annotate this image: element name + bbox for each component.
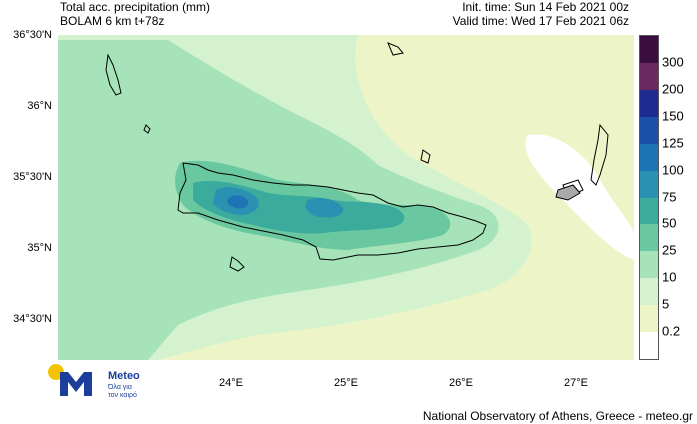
colorbar-swatch (640, 143, 658, 171)
coastlines (105, 42, 609, 272)
colorbar-swatch (640, 278, 658, 306)
colorbar-swatch (640, 224, 658, 252)
colorbar (639, 35, 659, 360)
m-logo-icon (60, 372, 92, 396)
colorbar-label: 300 (662, 54, 684, 70)
colorbar-swatch (640, 332, 658, 360)
colorbar-swatch (640, 89, 658, 117)
footer-credit: National Observatory of Athens, Greece -… (422, 409, 693, 423)
kythira-coastline (105, 53, 122, 96)
colorbar-swatch (640, 116, 658, 144)
logo-tagline-1: Όλα για (108, 384, 132, 391)
colorbar-label: 10 (662, 269, 677, 285)
crete-coastline (177, 162, 487, 261)
lat-label-36: 36°N (27, 100, 52, 112)
colorbar-label: 5 (662, 296, 670, 312)
precipitation-map (58, 35, 634, 360)
karpathos-coastline (590, 123, 609, 186)
meteo-logo (48, 364, 92, 396)
precip-100mm-region (227, 195, 248, 209)
init-time: Init. time: Sun 14 Feb 2021 00z (462, 0, 629, 14)
colorbar-label: 200 (662, 81, 684, 97)
colorbar-label: 125 (662, 135, 684, 151)
colorbar-swatch (640, 62, 658, 90)
lon-label-27: 27°E (564, 377, 588, 389)
dry-region (525, 134, 634, 260)
logo-brand: Meteo (108, 370, 140, 382)
colorbar-label: 25 (662, 242, 677, 258)
chart-title: Total acc. precipitation (mm) BOLAM 6 km… (60, 0, 210, 28)
shaded-island (555, 184, 581, 201)
gavdos-coastline (229, 256, 245, 272)
lat-label-34-30: 34°30'N (13, 313, 52, 325)
logo-tagline-2: τον καιρό (108, 392, 137, 399)
astypalaia-coastline (387, 42, 404, 56)
lon-label-26: 26°E (449, 377, 473, 389)
colorbar-label: 150 (662, 108, 684, 124)
colorbar-label: 50 (662, 215, 677, 231)
colorbar-label: 75 (662, 189, 677, 204)
colorbar-swatch (640, 251, 658, 279)
title-line-1: Total acc. precipitation (mm) (60, 0, 211, 14)
colorbar-swatch (640, 36, 658, 63)
lon-label-24: 24°E (219, 377, 243, 389)
lat-label-35: 35°N (27, 242, 52, 254)
colorbar-swatch (640, 170, 658, 198)
antikythera-coastline (143, 124, 151, 134)
colorbar-label: 0.2 (662, 323, 681, 339)
lat-label-36-30: 36°30'N (13, 29, 52, 41)
precip-75mm-region (213, 187, 344, 218)
colorbar-label: 100 (662, 162, 684, 178)
title-line-2: BOLAM 6 km t+78z (60, 14, 165, 28)
lon-label-25: 25°E (334, 377, 358, 389)
santorini-coastline (420, 149, 431, 164)
lat-label-35-30: 35°30'N (13, 171, 52, 183)
colorbar-swatch (640, 305, 658, 333)
valid-time: Valid time: Wed 17 Feb 2021 06z (452, 14, 629, 28)
forecast-times: Init. time: Sun 14 Feb 2021 00z Valid ti… (453, 0, 629, 28)
colorbar-swatch (640, 197, 658, 225)
